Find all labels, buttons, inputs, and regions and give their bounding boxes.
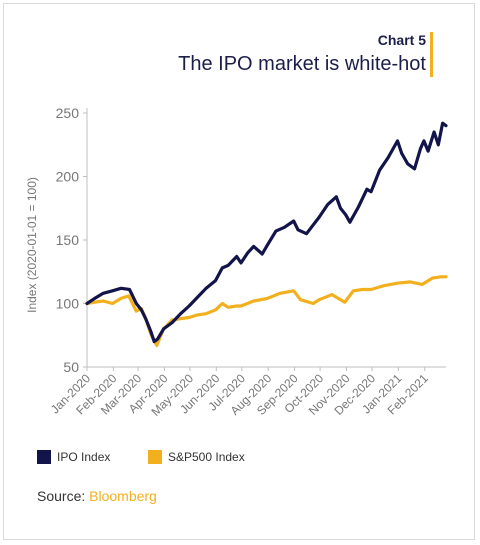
y-tick-label: 100	[56, 296, 80, 312]
legend-label-ipo: IPO Index	[57, 450, 111, 464]
y-tick-label: 200	[56, 169, 80, 185]
legend-label-sp500: S&P500 Index	[168, 450, 245, 464]
legend-item-ipo: IPO Index	[37, 450, 110, 464]
ipo-index-line	[85, 121, 448, 344]
y-tick-label: 50	[63, 359, 79, 375]
chart-title: The IPO market is white-hot	[178, 53, 426, 75]
source-name: Bloomberg	[89, 488, 157, 504]
source-label: Source:	[37, 488, 86, 504]
legend-item-sp500: S&P500 Index	[148, 450, 245, 464]
source-line: Source: Bloomberg	[37, 488, 157, 504]
y-axis-label: Index (2020-01-01 = 100)	[25, 177, 39, 313]
chart-card	[3, 3, 475, 540]
title-accent-bar	[430, 32, 433, 77]
y-tick-label: 250	[56, 105, 80, 121]
y-tick-label: 150	[56, 232, 80, 248]
chart-number: Chart 5	[377, 32, 426, 48]
legend-swatch-ipo	[37, 450, 51, 464]
legend-swatch-sp500	[148, 450, 162, 464]
